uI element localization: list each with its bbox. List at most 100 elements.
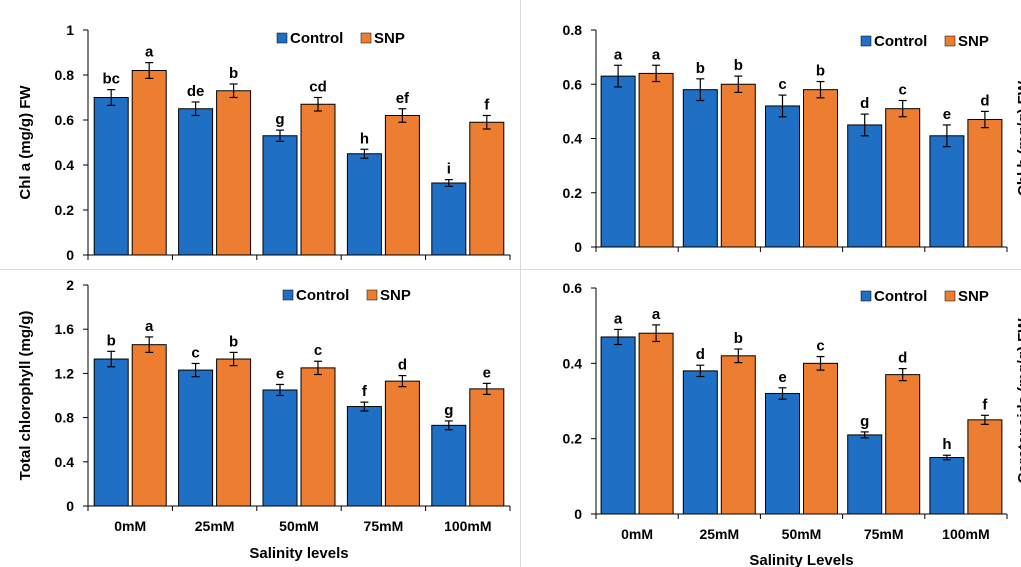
bar-control <box>847 434 883 515</box>
significance-letter: bc <box>102 71 120 88</box>
significance-letter: h <box>360 130 369 147</box>
legend-swatch-control <box>860 290 872 302</box>
bar-snp <box>720 83 756 248</box>
significance-letter: g <box>860 413 869 430</box>
bar-snp <box>885 108 921 248</box>
y-tick-label: 0 <box>66 247 74 263</box>
bar-control <box>178 369 214 507</box>
significance-letter: d <box>696 346 705 363</box>
significance-letter: b <box>229 65 238 82</box>
y-tick-label: 1.2 <box>55 365 75 381</box>
significance-letter: e <box>778 369 786 386</box>
bar-snp <box>300 103 336 256</box>
bar-control <box>682 89 718 248</box>
bar-snp <box>469 388 505 507</box>
legend-label-snp: SNP <box>374 30 405 47</box>
x-category-label: 100mM <box>444 518 491 534</box>
y-tick-label: 0.2 <box>563 431 583 447</box>
bar-control <box>929 135 965 248</box>
significance-letter: b <box>734 330 743 347</box>
bar-control <box>262 135 298 256</box>
significance-letter: b <box>816 63 825 80</box>
y-tick-label: 0.8 <box>55 410 75 426</box>
legend-swatch-control <box>282 289 294 301</box>
x-category-label: 75mM <box>864 526 904 542</box>
bar-snp <box>720 355 756 515</box>
bar-control <box>765 392 800 515</box>
significance-letter: a <box>614 46 623 63</box>
legend-swatch-control <box>860 35 872 47</box>
y-axis-title: Chl b (mg/g) FW <box>1015 80 1021 196</box>
y-tick-label: 1.6 <box>55 321 75 337</box>
significance-letter: e <box>943 106 951 123</box>
bar-control <box>600 336 636 515</box>
x-category-label: 100mM <box>942 526 989 542</box>
x-category-label: 25mM <box>699 526 739 542</box>
bar-control <box>346 406 382 507</box>
y-tick-label: 0.8 <box>563 22 583 38</box>
significance-letter: c <box>816 338 824 355</box>
bar-control <box>93 358 129 507</box>
bar-control <box>431 182 467 256</box>
significance-letter: c <box>899 82 907 99</box>
significance-letter: a <box>145 318 154 335</box>
bar-snp <box>384 380 420 507</box>
significance-letter: a <box>652 306 661 323</box>
bar-control <box>847 124 883 248</box>
bar-snp <box>803 362 838 515</box>
bar-control <box>346 153 382 256</box>
significance-letter: ef <box>396 90 410 107</box>
significance-letter: e <box>276 365 284 382</box>
legend: Control SNP <box>860 288 989 305</box>
bar-snp <box>803 89 838 248</box>
significance-letter: c <box>314 342 322 359</box>
significance-letter: g <box>444 402 453 419</box>
significance-letter: d <box>860 95 869 112</box>
significance-letter: c <box>778 76 786 93</box>
x-category-label: 0mM <box>621 526 653 542</box>
legend-swatch-snp <box>944 35 956 47</box>
significance-letter: f <box>484 97 490 114</box>
legend-swatch-snp <box>366 289 378 301</box>
total-chlorophyll-chart: 0 0.4 0.8 1.2 1.6 2 b c e f g a b c d e 0mM 25mM 50mM 75mM 1… <box>17 277 511 562</box>
significance-letter: g <box>275 111 284 128</box>
legend-label-snp: SNP <box>958 288 989 305</box>
significance-letter: b <box>107 332 116 349</box>
bar-snp <box>885 374 921 515</box>
y-tick-label: 0.2 <box>563 185 583 201</box>
y-tick-label: 0.6 <box>55 112 75 128</box>
significance-letter: b <box>734 57 743 74</box>
bar-snp <box>967 419 1003 515</box>
significance-letter: cd <box>309 79 327 96</box>
y-tick-label: 0.4 <box>55 454 75 470</box>
legend: Control SNP <box>282 287 411 304</box>
bar-control <box>431 424 467 507</box>
legend: Control SNP <box>860 33 989 50</box>
x-category-label: 0mM <box>114 518 146 534</box>
significance-letter: b <box>696 60 705 77</box>
significance-letter: f <box>362 383 368 400</box>
chl-a-chart: 0 0.2 0.4 0.6 0.8 1 bc de g h i a b cd ef f Chl a (mg/g)… <box>17 22 511 263</box>
bar-snp <box>638 72 674 248</box>
y-tick-label: 0 <box>574 506 582 522</box>
significance-letter: a <box>652 46 661 63</box>
legend-swatch-snp <box>944 290 956 302</box>
significance-letter: a <box>145 44 154 61</box>
chl-b-chart: 0 0.2 0.4 0.6 0.8 a b c d e a b b c d Chl b (mg/g) FW Co… <box>563 22 1021 255</box>
legend-label-snp: SNP <box>958 33 989 50</box>
bar-control <box>178 108 214 256</box>
significance-letter: c <box>191 344 199 361</box>
bar-snp <box>131 344 167 507</box>
significance-letter: d <box>898 350 907 367</box>
legend-label-snp: SNP <box>380 287 411 304</box>
bar-snp <box>967 119 1003 248</box>
panel-separator-horizontal <box>0 269 1021 270</box>
y-axis-title: Chl a (mg/g) FW <box>17 85 34 200</box>
carotenoids-chart: 0 0.2 0.4 0.6 a d e g h a b c d f 0mM 25mM 50mM 75mM 100mM… <box>563 280 1021 567</box>
significance-letter: de <box>187 83 205 100</box>
bar-control <box>262 389 298 507</box>
x-category-label: 25mM <box>195 518 235 534</box>
y-tick-label: 0.2 <box>55 202 75 218</box>
bar-snp <box>131 70 167 256</box>
legend-swatch-snp <box>360 32 372 44</box>
